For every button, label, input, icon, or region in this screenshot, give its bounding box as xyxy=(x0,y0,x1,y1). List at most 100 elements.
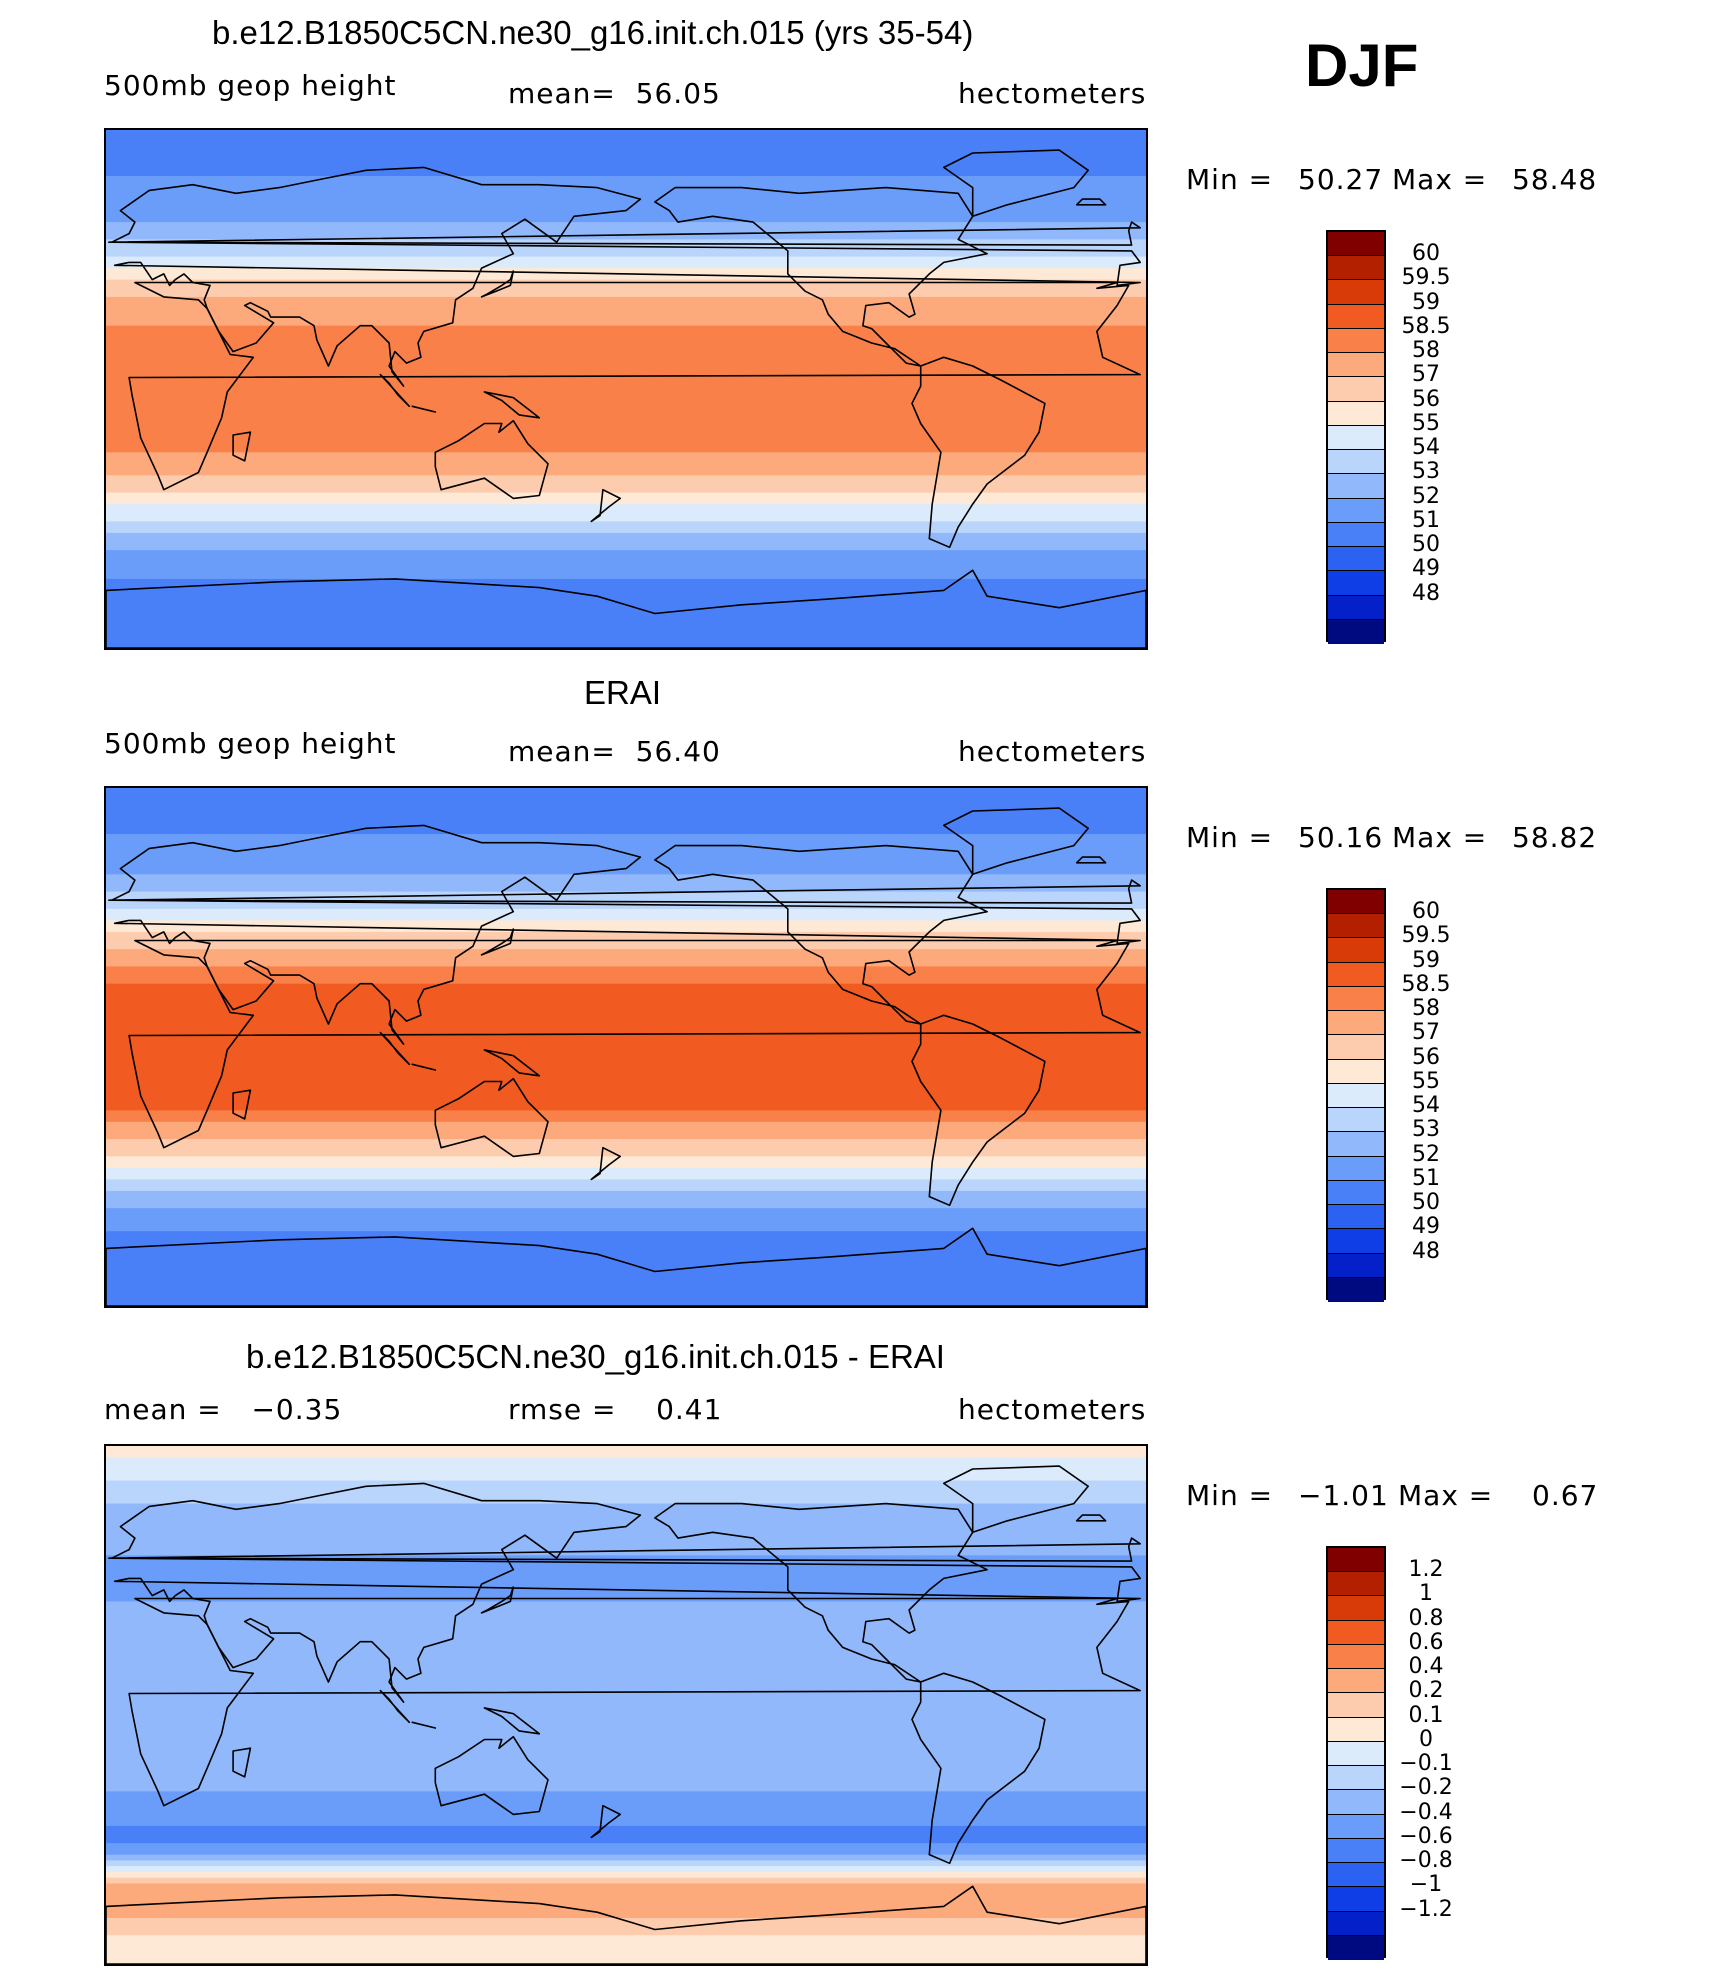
contour-band xyxy=(106,187,1146,194)
colorbar-swatch xyxy=(1328,1620,1384,1645)
contour-band xyxy=(106,504,1146,511)
colorbar-label: 59.5 xyxy=(1401,923,1451,949)
contour-band xyxy=(106,1578,1146,1585)
coastline xyxy=(106,1227,1146,1306)
contour-band xyxy=(106,1208,1146,1215)
contour-band xyxy=(106,1023,1146,1031)
contour-band xyxy=(106,544,1146,551)
contour-band xyxy=(106,216,1146,223)
contour-band xyxy=(106,435,1146,442)
colorbar-label: 55 xyxy=(1412,410,1440,436)
contour-band xyxy=(106,624,1146,632)
colorbar-swatch xyxy=(1328,377,1384,402)
contour-band xyxy=(106,521,1146,528)
contour-band xyxy=(106,170,1146,177)
colorbar-swatch xyxy=(1328,1572,1384,1597)
colorbar-label: 56 xyxy=(1412,386,1440,412)
contour-band xyxy=(106,584,1146,592)
colorbar-swatch xyxy=(1328,1132,1384,1157)
panel1-min-label: Min = xyxy=(1186,163,1274,196)
contour-band xyxy=(106,1018,1146,1025)
contour-band xyxy=(106,828,1146,835)
contour-band xyxy=(106,1912,1146,1919)
colorbar-swatch xyxy=(1328,1911,1384,1936)
contour-band xyxy=(106,1572,1146,1579)
contour-band xyxy=(106,983,1146,991)
contour-band xyxy=(106,1492,1146,1499)
contour-band xyxy=(106,857,1146,864)
colorbar-swatch xyxy=(1328,571,1384,596)
contour-band xyxy=(106,158,1146,166)
contour-band xyxy=(106,486,1146,494)
coastline xyxy=(1075,198,1107,206)
contour-band xyxy=(106,308,1146,315)
contour-band xyxy=(106,1156,1146,1163)
contour-band xyxy=(106,834,1146,841)
colorbar-label: 0 xyxy=(1419,1726,1433,1752)
panel1-max-label: Max = xyxy=(1392,163,1488,196)
contour-band xyxy=(106,337,1146,344)
contour-band xyxy=(106,1831,1146,1838)
colorbar-swatch xyxy=(1328,890,1384,915)
coastline xyxy=(379,1031,411,1066)
contour-band xyxy=(106,1231,1146,1238)
colorbar-label: 48 xyxy=(1412,580,1440,606)
coastline xyxy=(483,1707,541,1735)
contour-band xyxy=(106,1300,1146,1306)
contour-band xyxy=(106,302,1146,310)
contour-band xyxy=(106,181,1146,189)
colorbar-label: 54 xyxy=(1412,1093,1440,1119)
contour-band xyxy=(106,926,1146,933)
contour-band xyxy=(106,452,1146,459)
contour-band xyxy=(106,1871,1146,1879)
panel3-max-value: 0.67 xyxy=(1532,1479,1599,1512)
coastline xyxy=(434,419,549,500)
coastline xyxy=(108,1537,1141,1562)
contour-band xyxy=(106,1940,1146,1948)
contour-band xyxy=(106,822,1146,829)
contour-band xyxy=(106,1808,1146,1815)
coastline xyxy=(1075,1514,1107,1522)
contour-band xyxy=(106,1543,1146,1551)
panel1-left-label: 500mb geop height xyxy=(104,69,397,102)
contour-band xyxy=(106,1047,1146,1054)
contour-band xyxy=(106,1480,1146,1487)
colorbar-label: 50 xyxy=(1412,1190,1440,1216)
panel2-max-label: Max = xyxy=(1392,821,1488,854)
colorbar-label: 51 xyxy=(1412,1165,1440,1191)
contour-band xyxy=(106,1463,1146,1470)
contour-band xyxy=(106,891,1146,898)
contour-band xyxy=(106,509,1146,517)
contour-band xyxy=(106,816,1146,824)
colorbar-label: 1.2 xyxy=(1408,1557,1444,1583)
contour-band xyxy=(106,1451,1146,1459)
contour-band xyxy=(106,176,1146,183)
contour-band xyxy=(106,141,1146,148)
contour-band xyxy=(106,239,1146,246)
colorbar-swatch xyxy=(1328,1790,1384,1815)
colorbar-label: −1.2 xyxy=(1399,1896,1453,1922)
contour-band xyxy=(106,931,1146,939)
panel2-max-value: 58.82 xyxy=(1512,821,1598,854)
coastline xyxy=(411,405,437,413)
colorbar-swatch xyxy=(1328,1277,1384,1302)
contour-band xyxy=(106,1906,1146,1913)
contour-band xyxy=(106,1213,1146,1221)
colorbar-label: 58 xyxy=(1412,996,1440,1022)
contour-band xyxy=(106,550,1146,557)
colorbar-swatch xyxy=(1328,1766,1384,1791)
contour-band xyxy=(106,527,1146,534)
contour-band xyxy=(106,1179,1146,1186)
colorbar-swatch xyxy=(1328,401,1384,426)
contour-band xyxy=(106,561,1146,569)
contour-band xyxy=(106,492,1146,499)
colorbar-label: −0.4 xyxy=(1399,1799,1453,1825)
contour-band xyxy=(106,193,1146,200)
contour-band xyxy=(106,1612,1146,1620)
contour-band xyxy=(106,1630,1146,1637)
contour-band xyxy=(106,1133,1146,1140)
contour-band xyxy=(106,371,1146,379)
contour-band xyxy=(106,135,1146,143)
colorbar-label: 51 xyxy=(1412,507,1440,533)
contour-band xyxy=(106,1958,1146,1964)
